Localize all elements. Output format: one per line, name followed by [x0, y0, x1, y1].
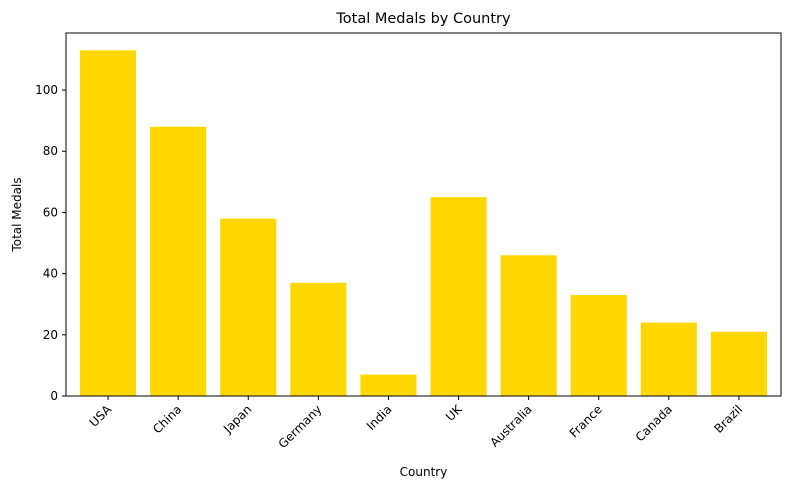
bar-germany: [290, 282, 347, 396]
x-tick-label: USA: [87, 402, 115, 430]
y-tick-label: 60: [43, 205, 58, 219]
bar-canada: [640, 322, 697, 396]
x-axis-title: Country: [400, 465, 448, 479]
bar-usa: [80, 50, 137, 397]
x-tick-label: UK: [443, 401, 465, 423]
x-tick-label: Japan: [220, 402, 254, 436]
x-tick-label: Germany: [276, 402, 325, 451]
x-tick-label: India: [364, 402, 395, 433]
chart-title: Total Medals by Country: [335, 11, 511, 27]
y-tick-label: 80: [43, 144, 58, 158]
bar-china: [150, 126, 207, 396]
bar-australia: [500, 255, 557, 396]
x-axis-ticks: USA China Japan Germany India UK Australia Fran…: [87, 396, 745, 451]
y-axis-ticks: 0 20 40 60 80 100: [35, 83, 66, 403]
x-tick-label: Australia: [487, 402, 534, 449]
x-tick-label: China: [150, 402, 184, 436]
y-axis-title: Total Medals: [10, 177, 24, 252]
x-tick-label: Canada: [633, 402, 675, 444]
y-tick-label: 20: [43, 328, 58, 342]
y-tick-label: 0: [50, 389, 58, 403]
y-tick-label: 40: [43, 267, 58, 281]
bar-japan: [220, 218, 277, 396]
plot-frame: [65, 32, 782, 397]
bar-uk: [430, 197, 487, 396]
bar-france: [570, 295, 627, 396]
y-tick-label: 100: [35, 83, 58, 97]
x-tick-label: Brazil: [711, 402, 745, 436]
bars-group: [80, 50, 767, 397]
bar-india: [360, 374, 417, 396]
x-tick-label: France: [567, 402, 605, 440]
bar-brazil: [710, 331, 767, 396]
